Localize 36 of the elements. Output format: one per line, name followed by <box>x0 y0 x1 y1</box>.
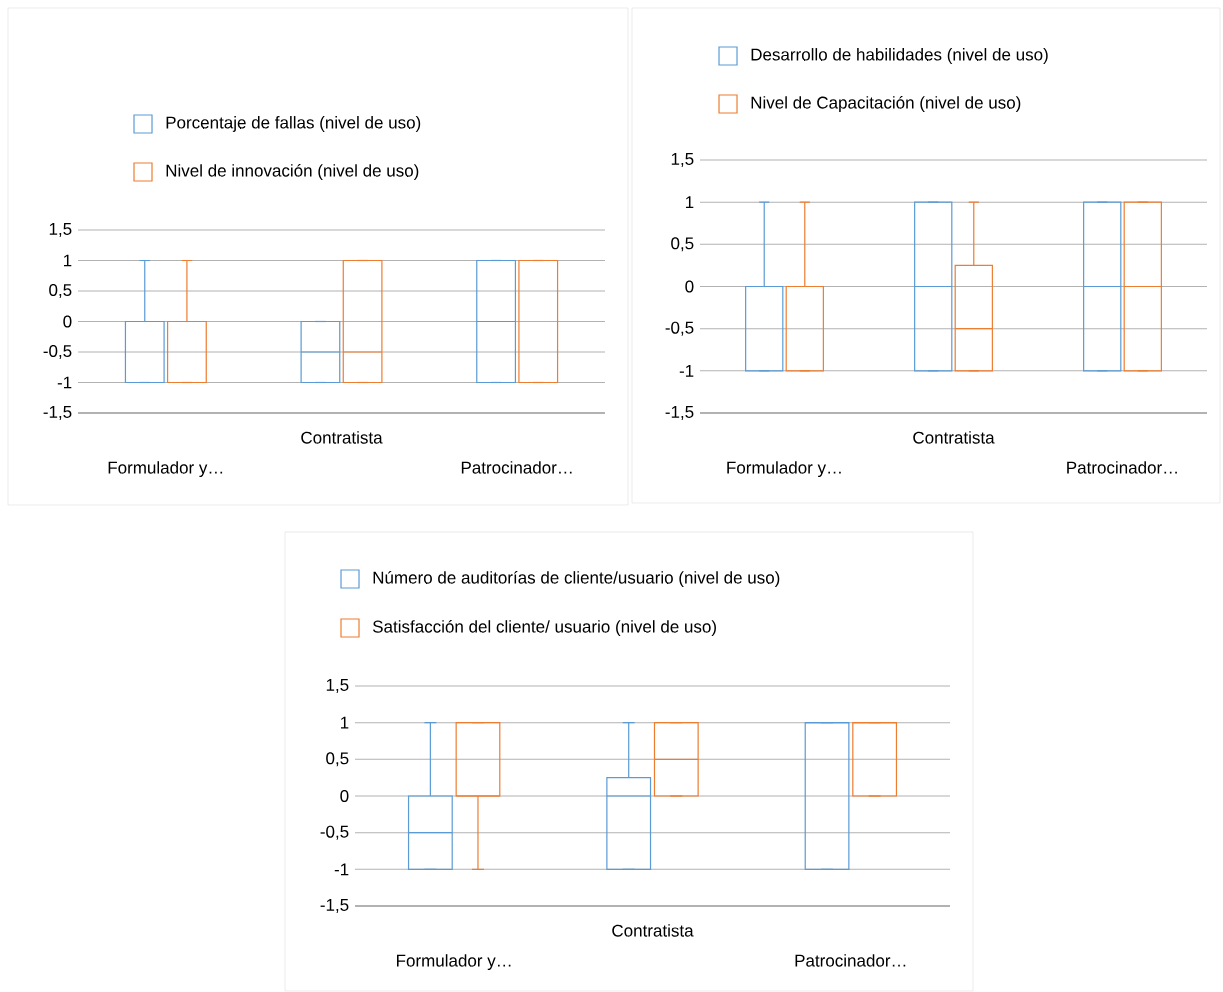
y-tick-label: 1 <box>340 716 349 729</box>
y-tick-label: 0 <box>685 280 694 293</box>
y-tick-label: -1 <box>57 376 72 389</box>
legend-label: Satisfacción del cliente/ usuario (nivel de uso) <box>372 619 716 636</box>
x-tick-label: Contratista <box>913 431 995 444</box>
legend-label: Porcentaje de fallas (nivel de uso) <box>166 116 421 132</box>
y-tick-label: 0 <box>63 315 72 328</box>
y-tick-label: 0,5 <box>326 752 349 767</box>
x-tick-label: Patrocinador… <box>795 954 906 967</box>
legend-label: Desarrollo de habilidades (nivel de uso) <box>751 48 1048 64</box>
y-tick-label: -0,5 <box>43 344 72 360</box>
y-tick-label: -1 <box>679 364 694 377</box>
y-tick-label: -1,5 <box>43 406 72 420</box>
y-tick-label: 1,5 <box>326 679 349 693</box>
x-tick-label: Contratista <box>301 431 383 444</box>
y-tick-label: -1,5 <box>320 899 349 913</box>
x-tick-label: Patrocinador… <box>1067 461 1177 474</box>
y-tick-label: 1 <box>63 254 72 267</box>
y-tick-label: 0,5 <box>49 283 72 299</box>
y-tick-label: -1,5 <box>665 406 694 420</box>
y-tick-label: 0,5 <box>671 237 694 252</box>
x-tick-label: Formulador y… <box>727 461 841 478</box>
x-tick-label: Contratista <box>612 924 694 937</box>
y-tick-label: 1 <box>685 196 694 208</box>
x-tick-label: Formulador y… <box>108 461 223 478</box>
y-tick-label: -0,5 <box>320 825 349 840</box>
legend-label: Nivel de Capacitación (nivel de uso) <box>751 95 1021 113</box>
x-tick-label: Formulador y… <box>397 954 511 971</box>
y-tick-label: 1,5 <box>49 223 72 237</box>
y-tick-label: 1,5 <box>671 153 694 167</box>
x-tick-label: Patrocinador… <box>461 461 572 474</box>
y-tick-label: -0,5 <box>665 321 694 336</box>
legend-label: Nivel de innovación (nivel de uso) <box>166 163 419 180</box>
y-tick-label: -1 <box>334 863 349 876</box>
legend-label: Número de auditorías de cliente/usuario (nivel de uso) <box>373 570 780 587</box>
y-tick-label: 0 <box>340 789 349 803</box>
